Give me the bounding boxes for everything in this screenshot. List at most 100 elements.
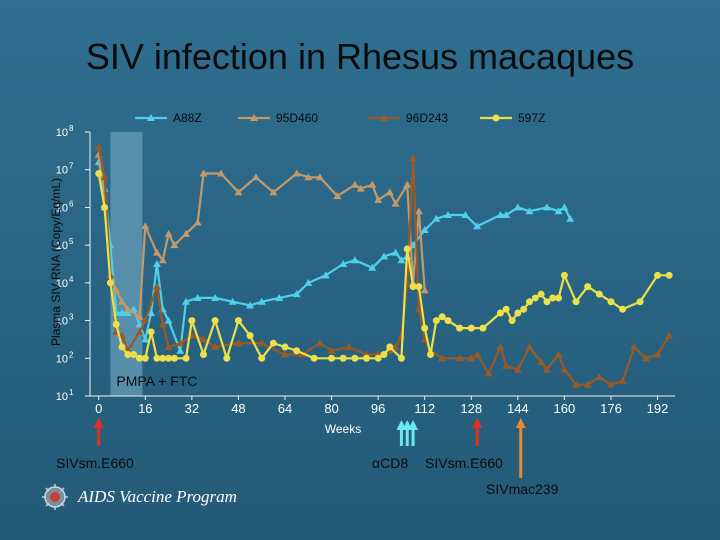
data-point-95d460 [170,241,179,249]
data-point-a88z [292,290,301,298]
data-point-96d243 [199,335,208,343]
data-point-95d460 [152,248,161,256]
data-point-96d243 [152,282,161,290]
data-point-96d243 [467,354,476,362]
legend-label-95d460: 95D460 [276,111,318,125]
data-point-597z [246,332,254,340]
data-point-a88z [350,256,359,264]
y-tick-label: 10 [56,165,68,177]
data-point-a88z [321,271,330,279]
data-point-597z [153,354,161,362]
data-point-96d243 [100,173,109,181]
data-point-a88z [566,214,575,222]
data-point-96d243 [583,380,592,388]
data-point-a88z [182,297,191,305]
data-point-95d460 [304,173,313,181]
data-point-96d243 [345,342,354,350]
legend-label-597z: 597Z [518,111,545,125]
y-tick-label: 10 [56,202,68,214]
data-point-597z [444,317,452,325]
series-line-597z [97,173,670,363]
legend-marker-597z [492,114,500,122]
data-point-597z [520,305,528,313]
data-point-597z [427,351,435,359]
data-point-a88z [542,203,551,211]
data-point-597z [165,354,173,362]
data-point-96d243 [496,342,505,350]
data-point-a88z [461,210,470,218]
data-point-597z [141,354,149,362]
data-point-597z [223,354,231,362]
y-tick-exponent: 8 [69,124,74,133]
data-point-95d460 [158,256,167,264]
data-point-597z [374,354,382,362]
data-point-95d460 [374,195,383,203]
data-point-597z [549,294,557,302]
data-point-a88z [443,210,452,218]
data-point-597z [130,351,138,359]
data-point-95d460 [182,229,191,237]
data-point-a88z [211,293,220,301]
data-point-597z [432,317,440,325]
series-a88z [94,158,575,354]
data-point-597z [351,354,359,362]
data-point-a88z [502,210,511,218]
data-point-597z [106,279,114,287]
data-point-96d243 [438,354,447,362]
data-point-597z [665,271,673,279]
data-point-95d460 [164,229,173,237]
y-tick-label: 10 [56,391,68,403]
x-axis-title: Weeks [325,422,361,436]
data-point-96d243 [537,358,546,366]
data-point-a88z [496,210,505,218]
data-point-95d460 [123,305,132,313]
data-point-96d243 [315,339,324,347]
data-point-597z [269,339,277,347]
x-tick-label: 144 [507,401,529,416]
data-point-95d460 [199,169,208,177]
data-point-597z [188,317,196,325]
data-point-96d243 [141,316,150,324]
data-point-95d460 [141,222,150,230]
x-tick-label: 160 [554,401,576,416]
data-point-96d243 [641,354,650,362]
data-point-597z [537,290,545,298]
data-point-96d243 [560,365,569,373]
data-point-597z [636,298,644,306]
y-tick-label: 10 [56,127,68,139]
arrow-sivsm-e660-second [472,418,483,446]
arrow-label-sivmac239: SIVmac239 [486,481,559,497]
data-point-597z [496,309,504,317]
data-point-a88z [397,256,406,264]
data-point-96d243 [409,154,418,162]
data-point-96d243 [618,376,627,384]
data-point-95d460 [350,180,359,188]
x-tick-label: 176 [600,401,622,416]
data-point-96d243 [653,350,662,358]
data-point-a88z [123,309,132,317]
data-point-597z [508,317,516,325]
series-line-96d243 [97,146,671,386]
data-point-96d243 [135,327,144,335]
data-point-597z [502,305,510,313]
x-tick-label: 192 [647,401,669,416]
data-point-597z [328,354,336,362]
series-line-95d460 [97,154,426,319]
data-point-597z [409,283,417,291]
arrow-sivmac239 [515,418,526,478]
data-point-597z [397,354,405,362]
data-point-597z [170,354,178,362]
data-point-96d243 [414,305,423,313]
x-tick-label: 128 [460,401,482,416]
data-point-96d243 [281,350,289,358]
data-point-597z [467,324,475,332]
data-point-a88z [368,263,377,271]
data-point-a88z [560,203,569,211]
data-point-a88z [257,297,266,305]
x-tick-label: 0 [95,401,102,416]
data-point-597z [560,271,568,279]
data-point-597z [339,354,347,362]
data-point-597z [607,298,615,306]
data-point-a88z [118,309,127,317]
data-point-96d243 [665,331,674,339]
